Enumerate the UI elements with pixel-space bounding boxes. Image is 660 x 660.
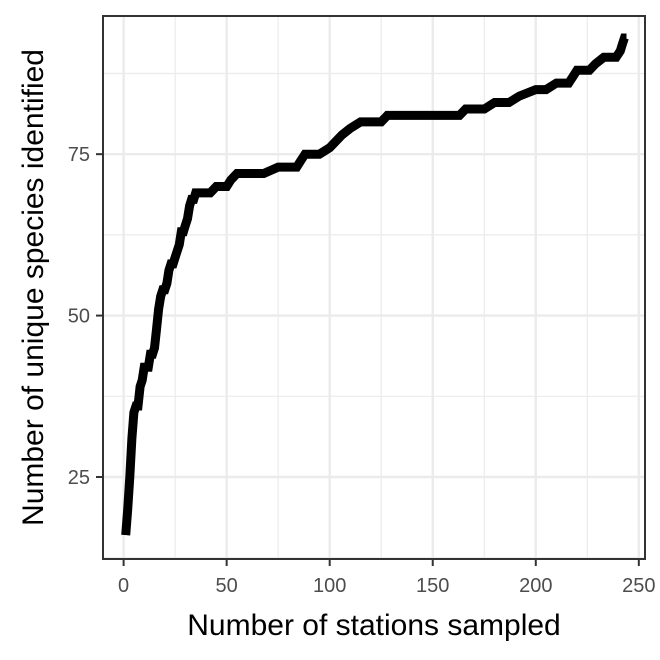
x-tick-label: 0: [118, 575, 129, 597]
y-axis-title: Number of unique species identified: [17, 49, 50, 526]
y-tick-label: 25: [68, 467, 90, 489]
x-tick-label: 250: [622, 575, 655, 597]
series-line: [121, 33, 629, 536]
grid-major: [103, 16, 645, 559]
x-axis-title: Number of stations sampled: [187, 609, 561, 642]
x-tick-label: 100: [313, 575, 346, 597]
x-tick-label: 200: [519, 575, 552, 597]
y-tick-label: 50: [68, 306, 90, 328]
x-tick-label: 150: [416, 575, 449, 597]
y-tick-label: 75: [68, 144, 90, 166]
y-axis-ticks: 25 50 75: [68, 144, 103, 489]
x-axis-ticks: 0 50 100 150 200 250: [118, 559, 656, 597]
series-layer: [121, 33, 629, 536]
x-tick-label: 50: [216, 575, 238, 597]
panel-border: [102, 15, 646, 560]
